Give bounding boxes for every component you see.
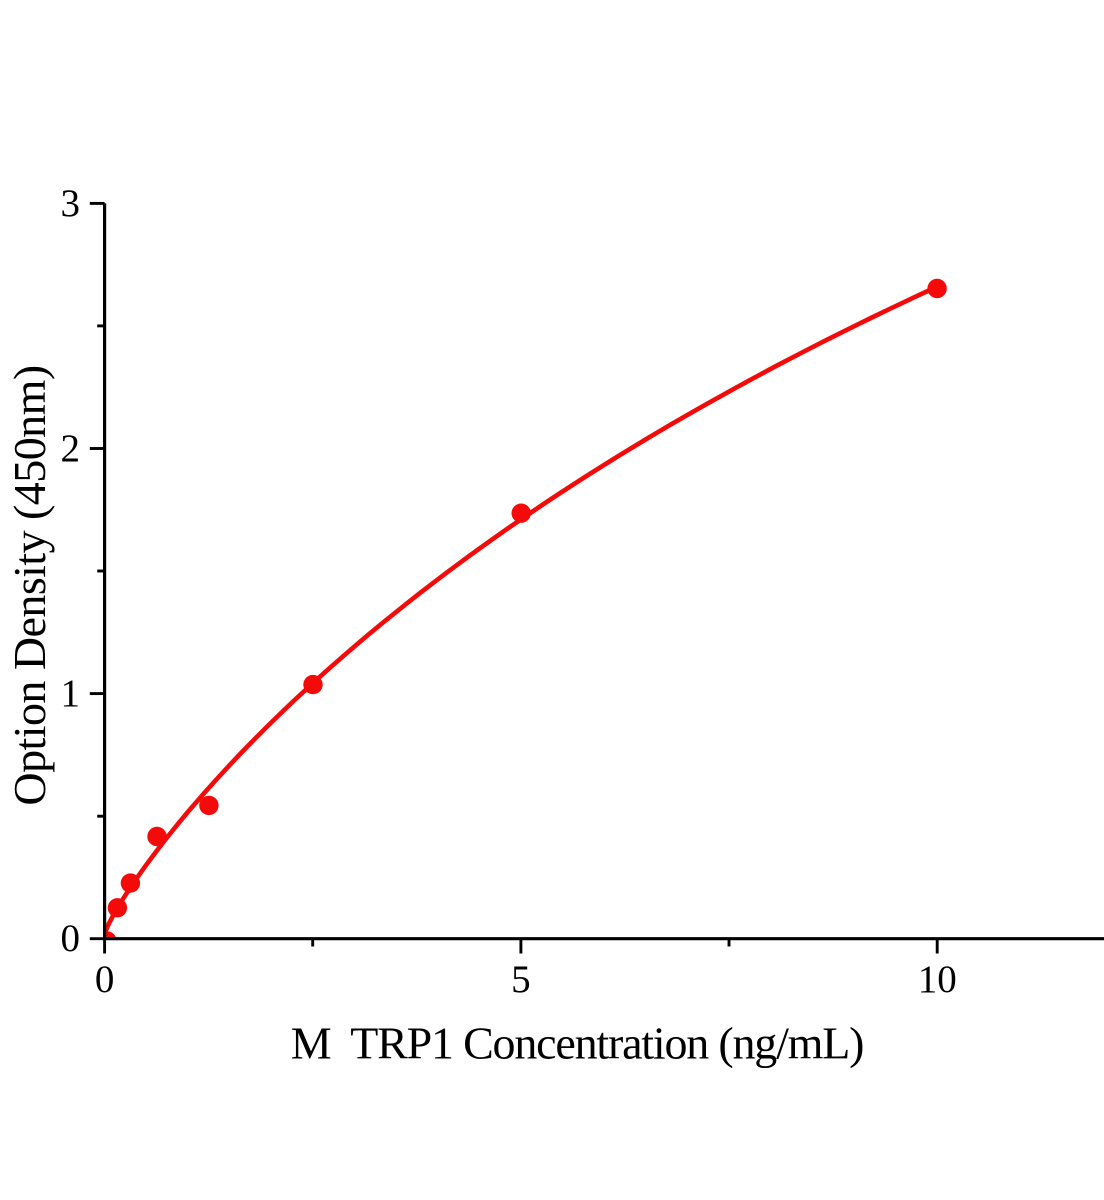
svg-text:5: 5 [511, 958, 531, 1001]
svg-text:3: 3 [61, 182, 81, 225]
svg-text:0: 0 [95, 958, 115, 1001]
svg-text:0: 0 [61, 917, 81, 960]
svg-text:1: 1 [61, 672, 81, 715]
svg-text:Option Density (450nm): Option Density (450nm) [4, 365, 55, 805]
svg-text:M TRP1 Concentration (ng/mL): M TRP1 Concentration (ng/mL) [291, 1018, 864, 1069]
svg-text:10: 10 [918, 958, 957, 1001]
svg-text:2: 2 [61, 427, 81, 470]
